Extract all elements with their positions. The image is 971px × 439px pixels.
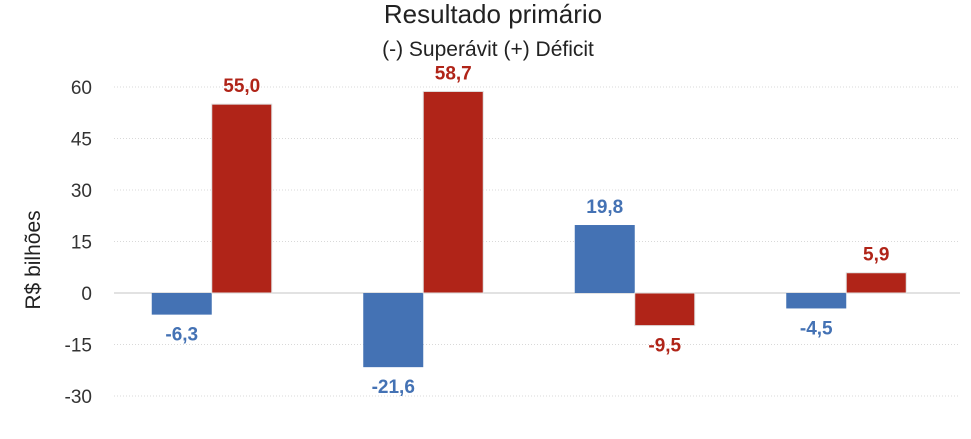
y-tick-label: 45 bbox=[71, 130, 92, 151]
bar bbox=[422, 90, 484, 294]
y-tick-label: 15 bbox=[71, 233, 92, 254]
y-tick-label: 60 bbox=[71, 78, 92, 99]
bar bbox=[574, 225, 635, 293]
y-tick-label: -30 bbox=[65, 387, 92, 408]
data-labels: -6,3 55,0 -21,6 58,7 19,8 -9,5 -4,5 5,9 bbox=[165, 63, 889, 398]
y-tick-label: 30 bbox=[71, 181, 92, 202]
data-label: 5,9 bbox=[863, 245, 889, 266]
data-label: 55,0 bbox=[223, 76, 260, 97]
y-axis-label: R$ bilhões bbox=[22, 210, 45, 309]
bar bbox=[786, 293, 847, 309]
bar bbox=[363, 293, 424, 368]
chart-subtitle: (-) Superávit (+) Déficit bbox=[382, 38, 594, 61]
chart-title: Resultado primário bbox=[384, 0, 602, 29]
bars bbox=[151, 90, 907, 368]
bar bbox=[211, 103, 273, 294]
y-axis-ticks: 60 45 30 15 0 -15 -30 bbox=[65, 78, 92, 408]
bar bbox=[151, 293, 212, 315]
data-label: 58,7 bbox=[435, 63, 472, 84]
data-label: -9,5 bbox=[648, 336, 681, 357]
data-label: -4,5 bbox=[800, 318, 833, 339]
bar bbox=[634, 292, 696, 327]
data-label: 19,8 bbox=[586, 197, 623, 218]
data-label: -21,6 bbox=[372, 377, 415, 398]
y-tick-label: 0 bbox=[81, 284, 92, 305]
y-tick-label: -15 bbox=[65, 336, 92, 357]
data-label: -6,3 bbox=[165, 325, 198, 346]
bar bbox=[845, 272, 907, 294]
